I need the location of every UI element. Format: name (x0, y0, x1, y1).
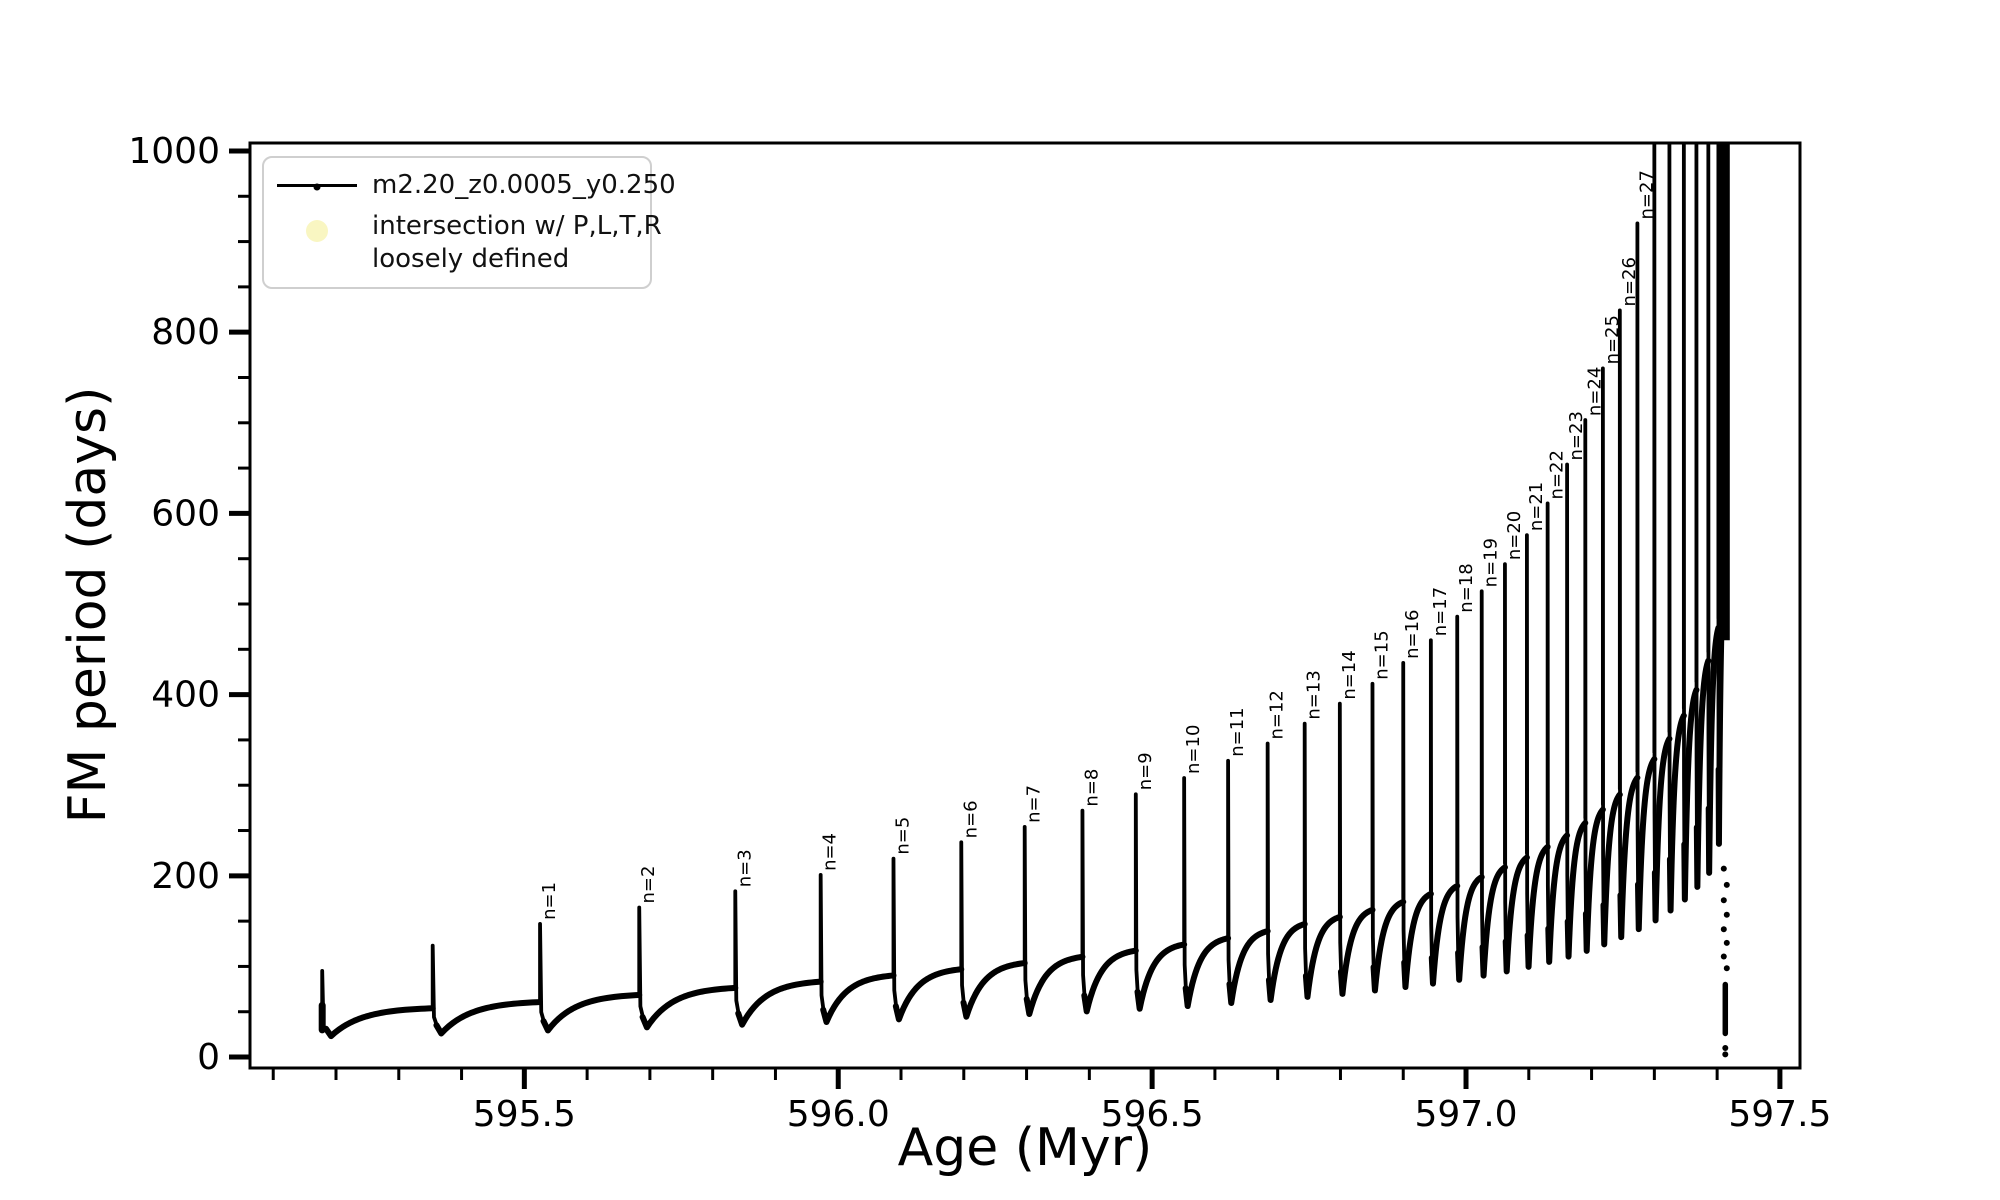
spike-annotation: n=9 (1135, 752, 1156, 790)
y-axis-tick-label: 600 (151, 493, 220, 534)
y-axis-title: FM period (days) (58, 386, 118, 824)
final-scatter-dot (1720, 897, 1727, 904)
x-axis-tick-label: 597.0 (1414, 1094, 1517, 1135)
legend: m2.20_z0.0005_y0.250 intersection w/ P,L… (262, 156, 676, 289)
data-series-baseline-path (323, 557, 1729, 1040)
spike-annotation: n=20 (1504, 511, 1525, 560)
x-axis-tick-label: 596.5 (1101, 1094, 1204, 1135)
legend-label-track: m2.20_z0.0005_y0.250 (372, 169, 676, 200)
line-with-dot-marker-icon (277, 183, 357, 190)
spike-annotation: n=5 (892, 817, 913, 855)
x-axis-title: Age (Myr) (897, 1118, 1153, 1178)
spike-annotation: n=15 (1371, 630, 1392, 679)
spike-annotation: n=27 (1636, 170, 1657, 219)
spike-annotation: n=7 (1024, 785, 1045, 823)
spike-annotation: n=24 (1584, 367, 1605, 416)
final-scatter-dot (1720, 865, 1727, 872)
legend-entry-intersection: intersection w/ P,L,T,R loosely defined (276, 210, 662, 275)
spike-annotation: n=26 (1619, 257, 1640, 306)
final-bottom-dot (1722, 1051, 1729, 1058)
spike-annotation: n=4 (820, 833, 841, 871)
y-axis-tick-label: 0 (197, 1037, 220, 1078)
legend-swatch (276, 210, 358, 244)
x-axis-tick-label: 595.5 (473, 1094, 576, 1135)
final-scatter-dot (1720, 926, 1727, 933)
spike-annotation: n=11 (1227, 707, 1248, 756)
legend-swatch (276, 168, 358, 202)
spike-annotation: n=6 (960, 800, 981, 838)
spike-annotation: n=1 (539, 882, 560, 920)
spike-annotation: n=12 (1267, 690, 1288, 739)
y-axis-tick-label: 800 (151, 312, 220, 353)
x-axis-tick-label: 597.5 (1728, 1094, 1831, 1135)
spike-annotation: n=8 (1081, 769, 1102, 807)
spike-annotation: n=3 (734, 849, 755, 887)
y-axis-tick-label: 200 (151, 856, 220, 897)
final-scatter-dot (1723, 911, 1730, 918)
spike-annotation: n=22 (1547, 450, 1568, 499)
yellow-circle-marker-icon (306, 220, 328, 242)
spike-annotation: n=19 (1481, 538, 1502, 587)
legend-label-intersection-line1: intersection w/ P,L,T,R (372, 211, 662, 241)
final-bottom-dot (1722, 1044, 1729, 1051)
final-scatter-dot (1723, 939, 1730, 946)
spike-annotation: n=17 (1430, 587, 1451, 636)
spike-annotation: n=16 (1402, 609, 1423, 658)
final-scatter-dot (1720, 953, 1727, 960)
spike-annotation: n=2 (638, 866, 659, 904)
y-axis-tick-label: 1000 (128, 131, 220, 172)
spike-annotation: n=21 (1526, 482, 1547, 531)
legend-label-intersection: intersection w/ P,L,T,R loosely defined (372, 210, 662, 275)
y-axis-tick-label: 400 (151, 675, 220, 716)
legend-label-intersection-line2: loosely defined (372, 243, 570, 274)
spike-annotation: n=18 (1456, 563, 1477, 612)
spike-annotation: n=23 (1566, 411, 1587, 460)
spike-annotation: n=14 (1339, 650, 1360, 699)
plot-border (248, 141, 1802, 1070)
spike-annotation: n=13 (1304, 670, 1325, 719)
x-axis-tick-label: 596.0 (787, 1094, 890, 1135)
spike-annotation: n=10 (1183, 725, 1204, 774)
final-scatter-dot (1723, 881, 1730, 888)
spike-annotation: n=25 (1602, 315, 1623, 364)
data-series-spike-path (320, 143, 1721, 1033)
final-scatter-dot (1723, 965, 1730, 972)
legend-entry-track: m2.20_z0.0005_y0.250 (276, 168, 676, 202)
